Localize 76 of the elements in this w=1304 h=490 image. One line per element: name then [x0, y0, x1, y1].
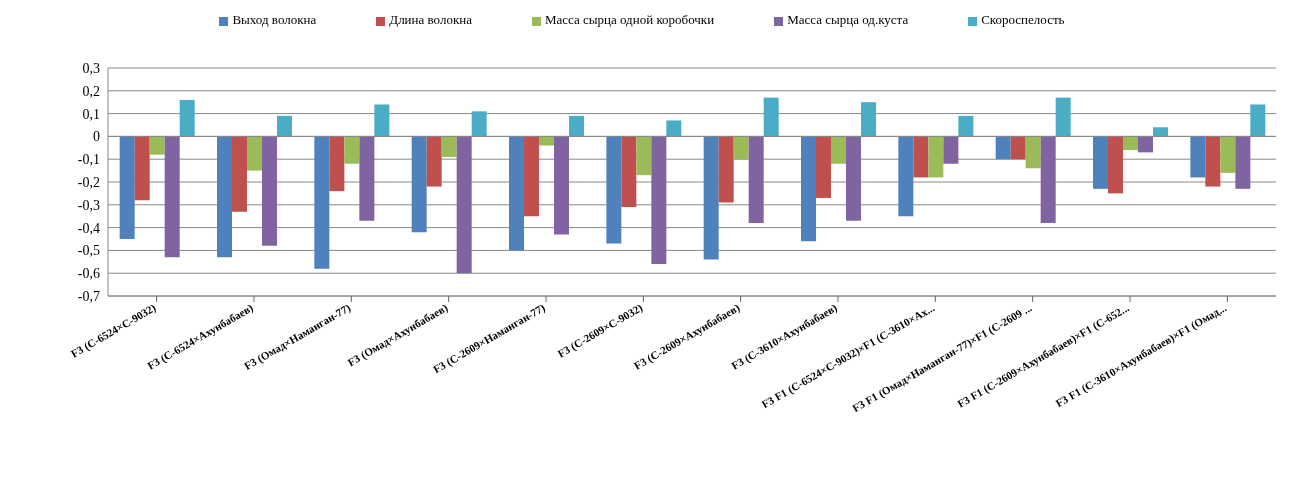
bar — [1220, 136, 1236, 173]
bar — [426, 136, 442, 187]
bar — [524, 136, 540, 217]
bar — [247, 136, 263, 171]
bar — [943, 136, 959, 164]
bar — [1190, 136, 1206, 178]
y-tick-label: -0,2 — [77, 174, 100, 190]
bar — [1138, 136, 1154, 153]
legend-label: Масса сырца одной коробочки — [544, 12, 715, 27]
bar — [861, 102, 877, 137]
legend-label: Длина волокна — [389, 12, 472, 27]
y-tick-label: 0,3 — [82, 60, 100, 76]
bar — [232, 136, 248, 212]
bar — [539, 136, 555, 146]
bar — [898, 136, 914, 217]
bar — [748, 136, 764, 224]
bar — [1108, 136, 1124, 194]
bar — [471, 111, 487, 137]
bar — [763, 97, 779, 137]
bar — [606, 136, 622, 244]
bar — [569, 115, 585, 137]
bar — [1123, 136, 1139, 151]
y-tick-label: 0,1 — [82, 106, 100, 122]
bar — [1093, 136, 1109, 189]
bar — [913, 136, 929, 178]
y-tick-label: -0,4 — [77, 220, 100, 236]
bar — [411, 136, 427, 233]
bar — [1055, 97, 1071, 137]
bar — [179, 99, 195, 137]
bar — [831, 136, 847, 164]
bar — [703, 136, 719, 260]
y-tick-label: -0,1 — [77, 152, 100, 168]
bar — [509, 136, 525, 251]
bar — [344, 136, 360, 164]
bar — [164, 136, 180, 258]
bar — [636, 136, 652, 176]
bar — [1235, 136, 1251, 189]
y-tick-label: 0 — [93, 129, 100, 145]
bar — [816, 136, 832, 198]
bar — [928, 136, 944, 178]
bar — [651, 136, 667, 265]
legend-label: Масса сырца од.куста — [787, 12, 909, 27]
legend-label: Выход волокна — [232, 12, 317, 27]
bar — [1205, 136, 1221, 187]
bar — [846, 136, 862, 221]
bar — [1010, 136, 1026, 160]
y-tick-label: -0,5 — [77, 243, 100, 259]
bar — [666, 120, 682, 137]
bar — [119, 136, 135, 239]
bar — [958, 115, 974, 137]
y-tick-label: -0,3 — [77, 197, 100, 213]
bar — [134, 136, 150, 201]
bar — [1153, 127, 1169, 137]
bar — [277, 115, 293, 137]
bar — [329, 136, 345, 192]
bar — [554, 136, 570, 235]
bar — [314, 136, 330, 269]
bar — [1250, 104, 1266, 137]
bar — [359, 136, 375, 221]
bar — [621, 136, 637, 208]
bar — [995, 136, 1011, 160]
bar — [262, 136, 278, 246]
y-tick-label: 0,2 — [82, 83, 100, 99]
y-tick-label: -0,6 — [77, 266, 100, 282]
bar — [456, 136, 472, 274]
bar — [733, 136, 749, 160]
bar — [1040, 136, 1056, 224]
bar — [441, 136, 457, 157]
bar — [718, 136, 734, 203]
bar — [149, 136, 165, 155]
bar — [217, 136, 233, 258]
bar — [801, 136, 817, 242]
legend-label: Скороспелость — [981, 12, 1065, 27]
bar — [1025, 136, 1041, 169]
bar — [374, 104, 390, 137]
y-tick-label: -0,7 — [77, 288, 100, 304]
